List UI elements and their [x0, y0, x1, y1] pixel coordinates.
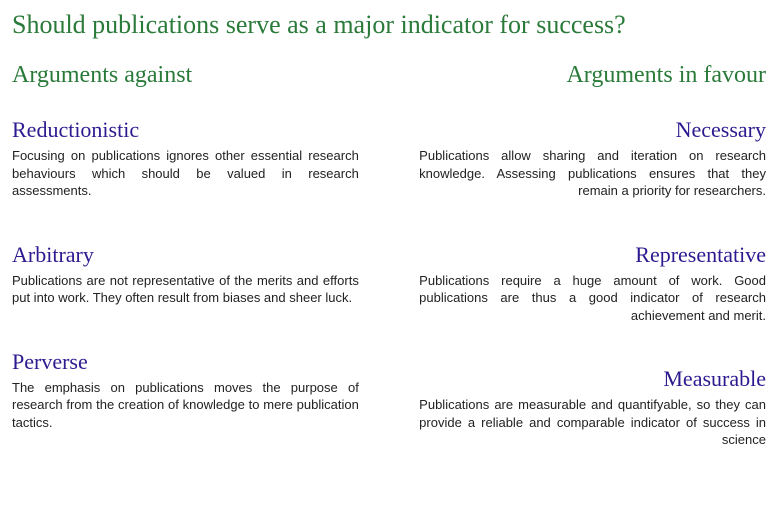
arg-favour-body: Publications are measurable and quantify…	[419, 396, 766, 449]
arg-favour-item: Representative Publications require a hu…	[419, 242, 766, 325]
arg-favour-body: Publications allow sharing and iteration…	[419, 147, 766, 200]
arg-favour-item: Necessary Publications allow sharing and…	[419, 117, 766, 200]
arg-against-item: Perverse The emphasis on publications mo…	[12, 349, 359, 432]
arg-favour-title: Representative	[419, 242, 766, 268]
arg-against-body: The emphasis on publications moves the p…	[12, 379, 359, 432]
arg-favour-item: Measurable Publications are measurable a…	[419, 366, 766, 449]
arg-against-item: Arbitrary Publications are not represent…	[12, 242, 359, 307]
arg-favour-title: Measurable	[419, 366, 766, 392]
column-favour-header: Arguments in favour	[419, 62, 766, 89]
arg-against-title: Perverse	[12, 349, 359, 375]
arg-favour-title: Necessary	[419, 117, 766, 143]
column-favour: Arguments in favour Necessary Publicatio…	[419, 62, 766, 449]
arg-against-title: Reductionistic	[12, 117, 359, 143]
arg-against-body: Focusing on publications ignores other e…	[12, 147, 359, 200]
arg-against-body: Publications are not representative of t…	[12, 272, 359, 307]
arg-favour-body: Publications require a huge amount of wo…	[419, 272, 766, 325]
page-title: Should publications serve as a major ind…	[12, 10, 766, 40]
arg-against-title: Arbitrary	[12, 242, 359, 268]
columns-wrapper: Arguments against Reductionistic Focusin…	[12, 62, 766, 449]
arg-against-item: Reductionistic Focusing on publications …	[12, 117, 359, 200]
column-against-header: Arguments against	[12, 62, 359, 89]
column-against: Arguments against Reductionistic Focusin…	[12, 62, 359, 449]
